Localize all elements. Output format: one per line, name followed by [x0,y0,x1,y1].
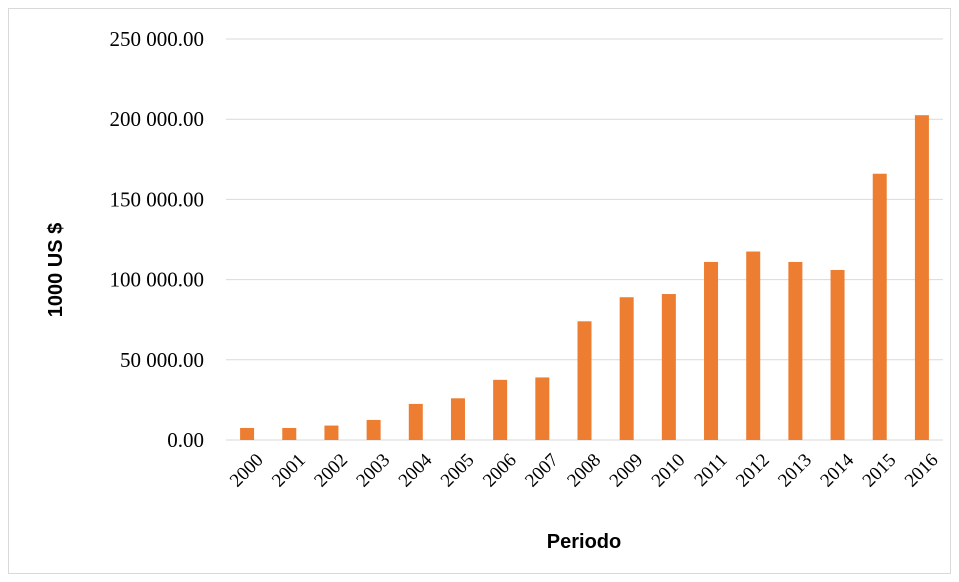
y-tick-label: 200 000.00 [110,107,205,131]
x-tick-label: 2003 [352,450,394,492]
bar-2012 [746,251,761,440]
x-tick-label: 2002 [310,450,352,492]
x-tick-label: 2005 [437,450,479,492]
bar-2011 [704,261,719,440]
y-tick-label: 50 000.00 [120,348,204,372]
x-tick-label: 2013 [774,450,816,492]
x-tick-label: 2012 [732,450,774,492]
bar-2007 [535,377,550,440]
gridlines [226,38,943,441]
x-tick-label: 2014 [816,449,858,491]
bar-2015 [872,173,887,440]
y-axis-ticks: 0.00 50 000.00 100 000.00 150 000.00 200 000… [110,27,205,452]
bars [240,115,929,440]
x-tick-label: 2008 [563,450,605,492]
bar-2006 [493,379,508,440]
y-tick-label: 150 000.00 [110,187,205,211]
bar-2002 [324,425,339,440]
bar-2016 [914,115,929,440]
x-tick-label: 2004 [395,449,437,491]
x-tick-label: 2000 [226,450,268,492]
y-tick-label: 0.00 [167,428,204,452]
x-tick-label: 2016 [901,450,943,492]
x-tick-label: 2001 [268,450,310,492]
x-tick-label: 2009 [606,450,648,492]
bar-2003 [366,419,381,440]
y-tick-label: 100 000.00 [110,268,205,292]
x-tick-label: 2007 [521,450,563,492]
y-axis-title: 1000 US $ [45,223,67,318]
bar-2010 [661,294,676,440]
bar-2009 [619,297,634,440]
x-tick-label: 2011 [690,450,731,491]
bar-2005 [450,398,465,440]
x-axis-title: Periodo [547,531,621,553]
bar-2008 [577,321,592,440]
x-tick-label: 2006 [479,450,521,492]
bar-2014 [830,269,845,440]
x-tick-label: 2015 [859,450,901,492]
x-axis-ticks: 2000 2001 2002 2003 2004 2005 2006 2007 2008 2009… [226,449,943,491]
bar-2004 [408,403,423,440]
y-tick-label: 250 000.00 [110,27,205,51]
bar-2000 [240,427,255,440]
x-tick-label: 2010 [648,450,690,492]
bar-2013 [788,261,803,440]
bar-2001 [282,427,297,440]
